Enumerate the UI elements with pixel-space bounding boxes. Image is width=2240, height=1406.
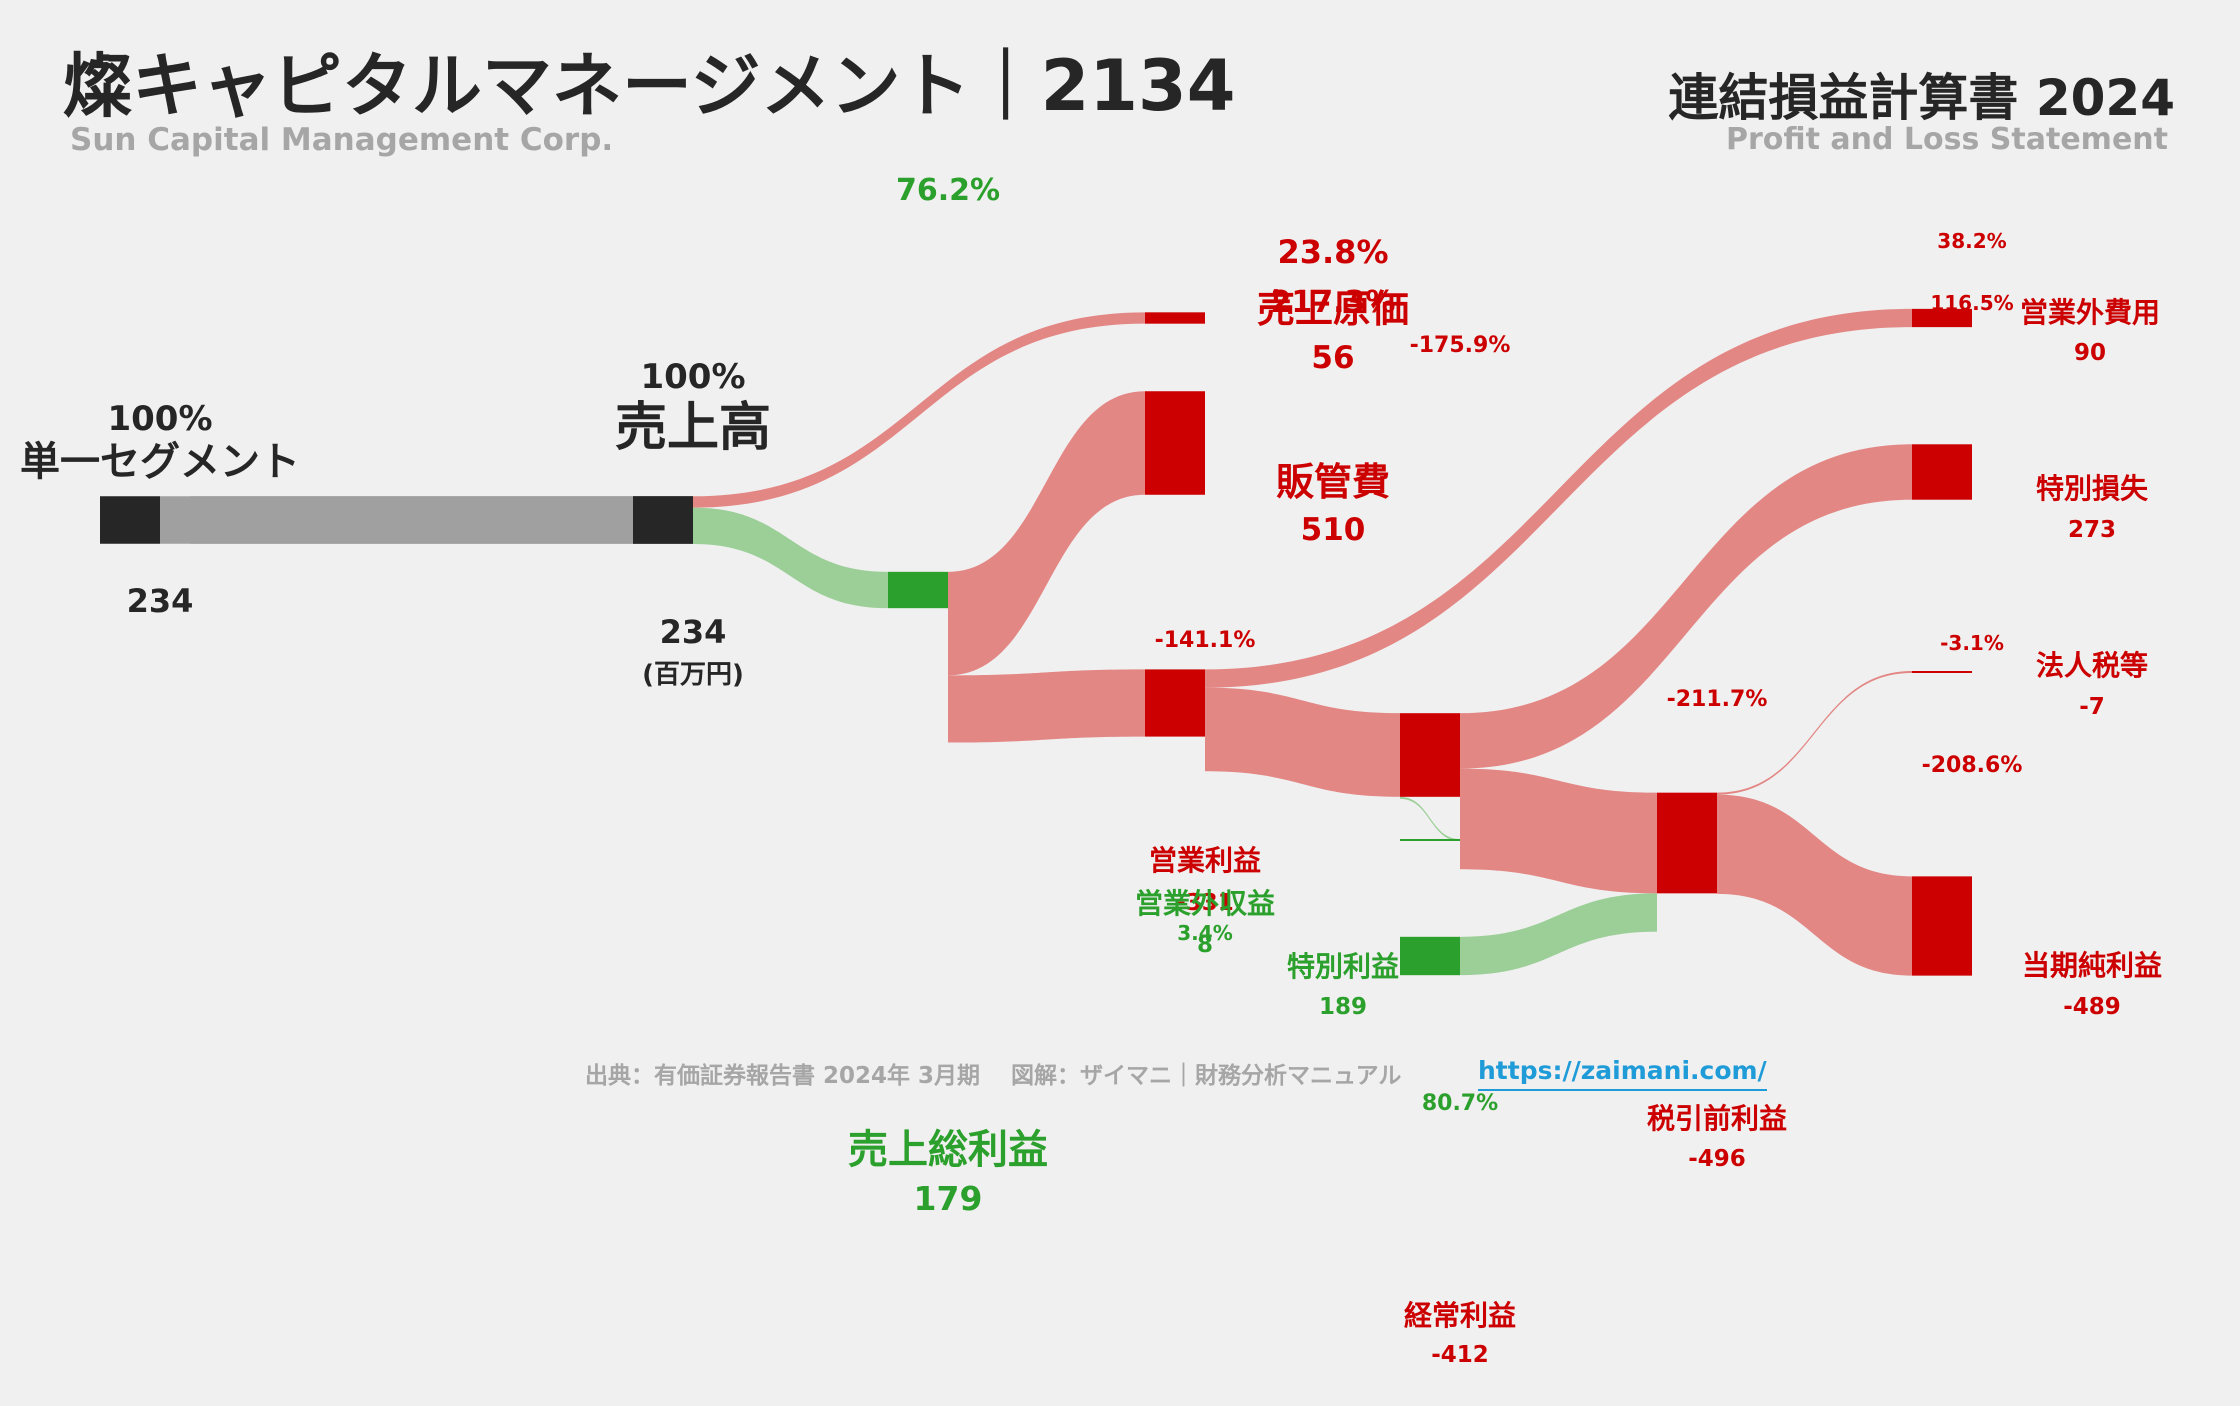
- company-english-name: Sun Capital Management Corp.: [70, 122, 614, 158]
- value-label-tax: -7: [2079, 694, 2105, 720]
- node-gross: [888, 571, 948, 609]
- site-link[interactable]: https://zaimani.com/: [1478, 1056, 1767, 1091]
- link-pretax-to-tax: [1717, 671, 1912, 795]
- node-label-sga: 販管費: [1276, 460, 1390, 504]
- unit-label: (百万円): [642, 660, 744, 690]
- node-pretax: [1657, 792, 1717, 894]
- value-label-revenue: 234: [660, 613, 727, 651]
- node-sp_loss: [1912, 444, 1972, 500]
- node-tax: [1912, 671, 1972, 673]
- node-label-net: 当期純利益: [2022, 949, 2162, 982]
- pct-label-sp_loss: 116.5%: [1930, 291, 2013, 315]
- pct-label-ordinary: -175.9%: [1410, 333, 1511, 358]
- value-label-ordinary: -412: [1431, 1342, 1489, 1368]
- node-label-sp_gain: 特別利益: [1287, 950, 1399, 983]
- value-label-net: -489: [2063, 994, 2121, 1020]
- node-label-nonop_inc: 営業外収益: [1135, 887, 1275, 920]
- sankey-nodes: [100, 308, 1972, 976]
- pct-label-sp_gain: 80.7%: [1422, 1091, 1498, 1116]
- link-gross-to-op: [948, 669, 1145, 743]
- node-label-gross: 売上総利益: [848, 1127, 1048, 1173]
- pct-label-op: -141.1%: [1155, 628, 1256, 653]
- pct-label-gross: 76.2%: [896, 173, 1000, 208]
- statement-title: 連結損益計算書 2024: [1668, 69, 2175, 127]
- link-revenue-to-gross: [693, 507, 888, 609]
- link-sp_gain-to-pretax: [1460, 893, 1657, 976]
- link-nonop_inc-to-ordinary: [1400, 796, 1460, 841]
- pct-label-nonop_inc: 3.4%: [1177, 921, 1232, 945]
- link-op-to-ordinary: [1205, 687, 1400, 797]
- node-revenue-cap: [633, 496, 693, 544]
- node-label-op: 営業利益: [1149, 844, 1261, 877]
- pct-label-net: -208.6%: [1922, 753, 2023, 778]
- value-label-cogs: 56: [1311, 340, 1354, 376]
- node-label-tax: 法人税等: [2036, 649, 2148, 682]
- value-label-sp_loss: 273: [2068, 517, 2116, 543]
- value-label-nonop_inc: 8: [1197, 932, 1213, 958]
- value-label-sga: 510: [1301, 512, 1366, 548]
- statement-subtitle: Profit and Loss Statement: [1725, 122, 2168, 157]
- link-op-to-nonop_exp: [1205, 308, 1912, 688]
- node-segment: [100, 496, 160, 544]
- link-ordinary-to-sp_loss: [1460, 444, 1912, 769]
- link-revenue-to-cogs: [693, 312, 1145, 508]
- source-credit: 出典：有価証券報告書 2024年 3月期 図解：ザイマニ｜財務分析マニュアル: [585, 1063, 1402, 1089]
- pct-label-cogs: 23.8%: [1277, 233, 1388, 271]
- node-ordinary: [1400, 713, 1460, 797]
- value-label-nonop_exp: 90: [2074, 340, 2106, 366]
- node-label-cogs: 売上原価: [1257, 287, 1409, 331]
- sankey-links: [160, 308, 1912, 976]
- node-label-ordinary: 経常利益: [1404, 1299, 1516, 1332]
- pct-label-pretax: -211.7%: [1667, 687, 1768, 712]
- node-nonop_inc: [1400, 839, 1460, 841]
- value-label-gross: 179: [914, 1179, 983, 1218]
- page-title: 燦キャピタルマネージメント｜2134: [62, 45, 1236, 127]
- link-ordinary-to-pretax: [1460, 768, 1657, 894]
- node-label-segment: 単一セグメント: [20, 439, 300, 485]
- link-gross-to-sga: [948, 391, 1145, 676]
- node-sp_gain: [1400, 936, 1460, 976]
- pct-label-revenue: 100%: [640, 357, 745, 397]
- pct-label-sga: 217.3%: [1271, 285, 1396, 320]
- pct-label-tax: -3.1%: [1940, 631, 2004, 655]
- node-op: [1145, 669, 1205, 737]
- segment-bar: [190, 496, 633, 544]
- node-cogs: [1145, 312, 1205, 324]
- pct-label-nonop_exp: 38.2%: [1937, 229, 2006, 253]
- node-label-pretax: 税引前利益: [1647, 1102, 1787, 1135]
- link-pretax-to-net: [1717, 794, 1912, 976]
- node-label-sp_loss: 特別損失: [2036, 472, 2149, 505]
- node-sga: [1145, 391, 1205, 495]
- value-label-sp_gain: 189: [1319, 994, 1367, 1020]
- value-label-op: -331: [1176, 890, 1234, 916]
- node-label-revenue: 売上高: [615, 398, 771, 458]
- sankey-labels: 100%単一セグメント234100%売上高234(百万円)23.8%売上原価56…: [20, 173, 2162, 1368]
- node-label-nonop_exp: 営業外費用: [2020, 296, 2160, 329]
- value-label-segment: 234: [127, 582, 194, 620]
- node-nonop_exp: [1912, 308, 1972, 328]
- pct-label-segment: 100%: [107, 399, 212, 439]
- node-net: [1912, 876, 1972, 976]
- value-label-pretax: -496: [1688, 1146, 1746, 1172]
